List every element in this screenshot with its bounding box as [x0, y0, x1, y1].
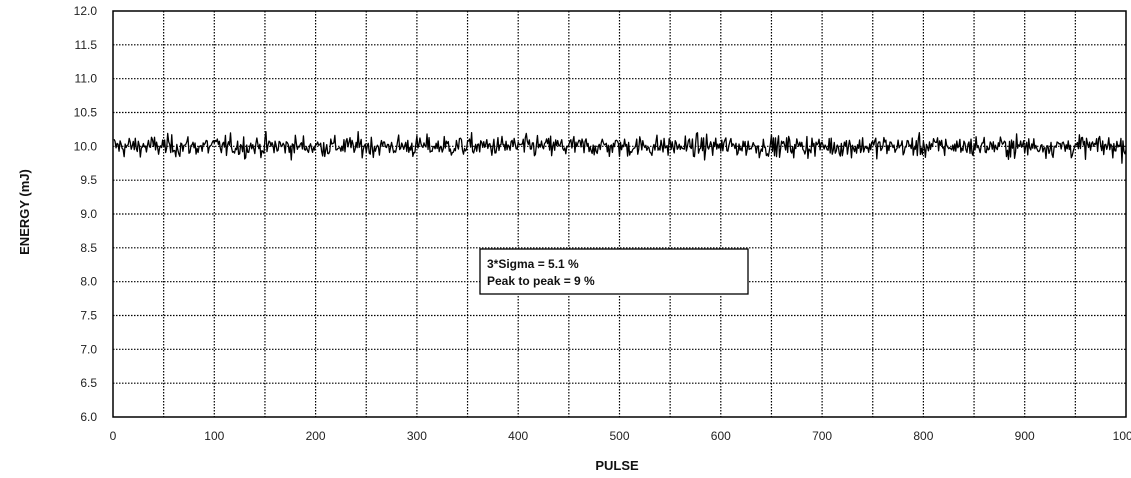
y-tick-label: 11.0 — [75, 72, 98, 86]
annotation-peak-to-peak: Peak to peak = 9 % — [487, 274, 595, 288]
annotation-sigma: 3*Sigma = 5.1 % — [487, 257, 579, 271]
x-tick-label: 1000 — [1113, 429, 1131, 443]
stats-annotation: 3*Sigma = 5.1 % Peak to peak = 9 % — [479, 248, 749, 295]
x-axis: 0 100 200 300 400 500 600 700 800 900 1000 — [110, 429, 1131, 443]
y-tick-label: 11.5 — [75, 38, 98, 52]
x-tick-label: 200 — [306, 429, 326, 443]
y-tick-label: 7.0 — [80, 342, 97, 356]
x-tick-label: 500 — [609, 429, 629, 443]
x-tick-label: 300 — [407, 429, 427, 443]
y-tick-label: 6.5 — [80, 376, 97, 390]
x-tick-label: 900 — [1015, 429, 1035, 443]
y-axis-title: ENERGY (mJ) — [17, 169, 32, 255]
x-tick-label: 0 — [110, 429, 117, 443]
y-tick-label: 10.5 — [74, 106, 98, 120]
y-tick-label: 10.0 — [74, 139, 98, 153]
y-tick-label: 9.0 — [80, 207, 97, 221]
y-tick-label: 9.5 — [80, 173, 97, 187]
plot-frame — [112, 10, 1127, 418]
energy-series-line — [113, 130, 1127, 164]
y-axis: 6.0 6.5 7.0 7.5 8.0 8.5 9.0 9.5 10.0 10.5 11.0 11.5… — [74, 4, 98, 424]
x-tick-label: 400 — [508, 429, 528, 443]
y-tick-label: 6.0 — [80, 410, 97, 424]
y-tick-label: 12.0 — [74, 4, 98, 18]
annotation-box — [479, 248, 749, 295]
x-axis-title: PULSE — [595, 458, 639, 473]
y-tick-label: 8.0 — [80, 275, 97, 289]
y-tick-label: 8.5 — [80, 241, 97, 255]
x-tick-label: 800 — [913, 429, 933, 443]
series-energy — [113, 130, 1127, 164]
y-tick-label: 7.5 — [80, 309, 97, 323]
x-tick-label: 600 — [711, 429, 731, 443]
x-tick-label: 700 — [812, 429, 832, 443]
grid — [113, 11, 1126, 417]
x-tick-label: 100 — [204, 429, 224, 443]
